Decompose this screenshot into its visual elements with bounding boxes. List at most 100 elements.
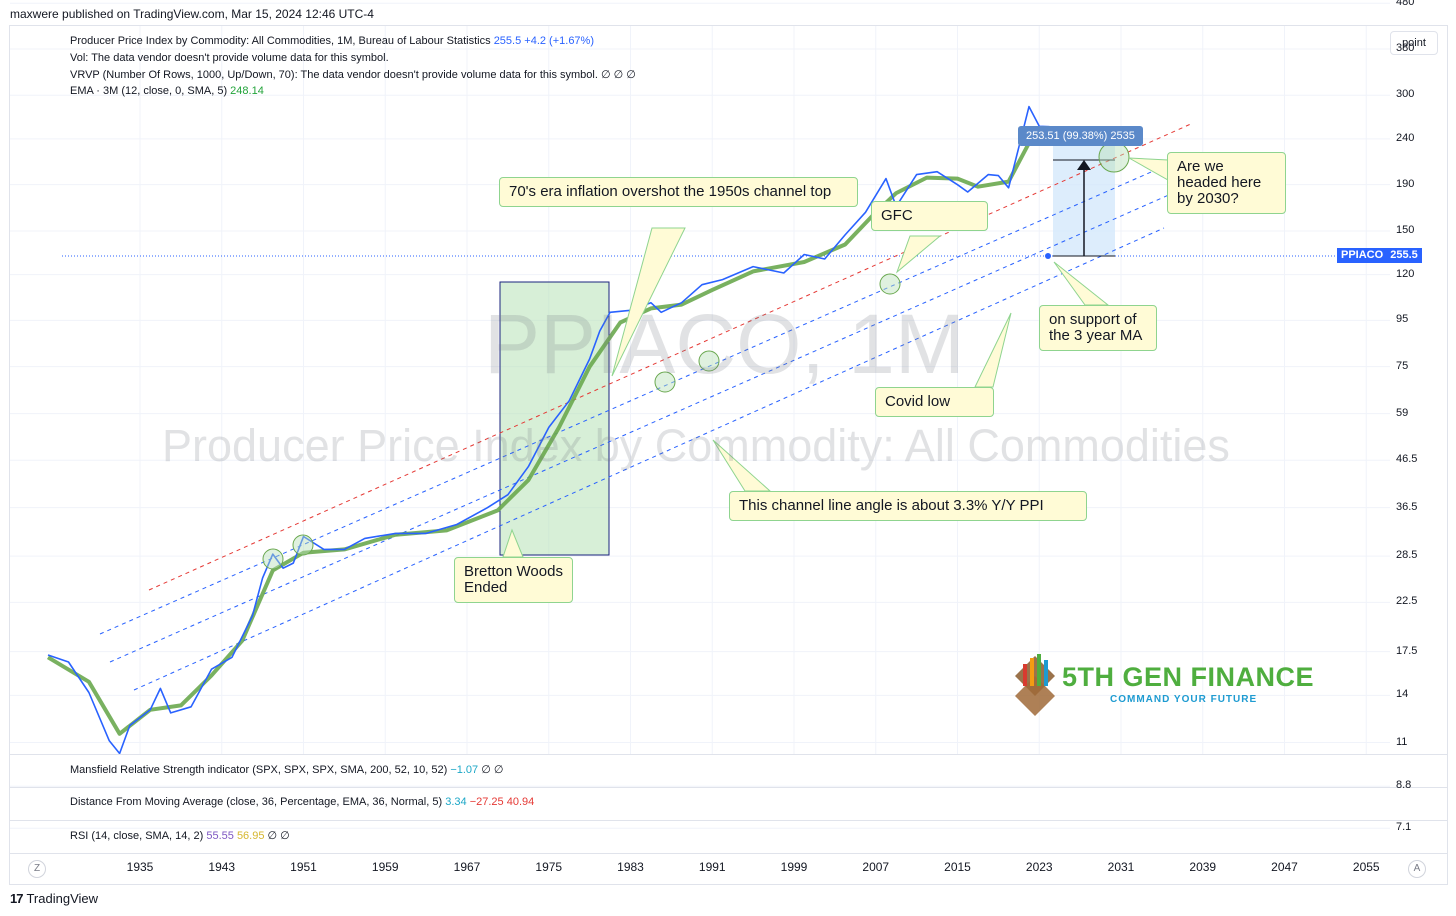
dfma-name: Distance From Moving Average (close, 36,… (70, 796, 443, 808)
callout-pointer-headed (1128, 157, 1169, 181)
marker-target (1098, 141, 1130, 173)
legend-main-name: Producer Price Index by Commodity: All C… (70, 35, 491, 47)
y-tick-label: 22.5 (1396, 595, 1418, 608)
y-tick-label: 11 (1396, 735, 1408, 748)
x-tick-label: 2031 (1107, 860, 1135, 874)
x-tick-label: 1959 (371, 860, 399, 874)
tradingview-mark: 17 (10, 891, 24, 906)
marker-gfc (879, 273, 901, 295)
x-tick-label: 2023 (1025, 860, 1053, 874)
y-tick-label: 240 (1396, 131, 1415, 144)
brand-emblem (1015, 654, 1055, 716)
price-tag-value: 255.5 (1390, 249, 1418, 261)
y-tick-label: 95 (1396, 313, 1409, 326)
y-tick-label: 300 (1396, 88, 1415, 101)
marker-current (1045, 253, 1051, 259)
marker-1985 (654, 371, 676, 393)
callout-channel: This channel line angle is about 3.3% Y/… (729, 491, 1087, 521)
y-tick-label: 36.5 (1396, 500, 1418, 513)
mansfield-name: Mansfield Relative Strength indicator (S… (70, 764, 448, 776)
mansfield-extra: ∅ ∅ (481, 764, 504, 776)
pane-separator (10, 787, 1447, 788)
channel-upper-blue (99, 157, 1184, 635)
x-tick-label: 2055 (1352, 860, 1380, 874)
y-tick-label: 380 (1396, 41, 1415, 54)
legend-vrvp-name: VRVP (Number Of Rows, 1000, Up/Down, 70)… (70, 69, 598, 81)
legend-main[interactable]: Producer Price Index by Commodity: All C… (70, 35, 594, 47)
x-tick-label: 1935 (126, 860, 154, 874)
legend-ema-value: 248.14 (230, 85, 264, 97)
y-tick-label: 7.1 (1396, 821, 1412, 834)
x-tick-label: 1999 (780, 860, 808, 874)
x-tick-label: 1991 (698, 860, 726, 874)
tradingview-wordmark: TradingView (26, 891, 99, 906)
y-tick-label: 75 (1396, 359, 1409, 372)
auto-scale-button[interactable]: A (1408, 860, 1426, 878)
pane-separator (10, 820, 1447, 821)
legend-rsi[interactable]: RSI (14, close, SMA, 14, 2) 55.55 56.95 … (70, 829, 290, 842)
dfma-value-1: 3.34 (445, 796, 467, 808)
legend-main-change: +4.2 (+1.67%) (524, 35, 594, 47)
callout-overshoot: 70's era inflation overshot the 1950s ch… (499, 177, 858, 207)
dfma-value-3: 40.94 (506, 796, 535, 808)
y-tick-label: 480 (1396, 0, 1415, 9)
marker-1990 (698, 350, 720, 372)
rsi-extra: ∅ ∅ (267, 830, 290, 842)
y-tick-label: 46.5 (1396, 453, 1418, 466)
pane-separator (10, 754, 1447, 755)
y-tick-label: 17.5 (1396, 644, 1418, 657)
measure-label: 253.51 (99.38%) 2535 (1018, 126, 1143, 146)
mansfield-value: −1.07 (450, 764, 479, 776)
rsi-value-1: 55.55 (206, 830, 234, 842)
legend-vol[interactable]: Vol: The data vendor doesn't provide vol… (70, 52, 389, 64)
watermark-symbol: PPIACO, 1M (484, 297, 965, 391)
legend-vrvp-values: ∅ ∅ ∅ (600, 69, 636, 81)
measure-arrowhead (1077, 160, 1091, 170)
zoom-button[interactable]: Z (28, 860, 46, 878)
y-tick-label: 8.8 (1396, 779, 1412, 792)
pane-separator (10, 853, 1447, 854)
y-tick-label: 14 (1396, 688, 1409, 701)
price-line (47, 105, 1050, 755)
x-tick-label: 1975 (535, 860, 563, 874)
scale-mode-button[interactable]: point (1390, 31, 1438, 55)
marker-1951 (292, 534, 314, 556)
publisher-line: maxwere published on TradingView.com, Ma… (10, 7, 374, 21)
ema-line (46, 130, 1051, 736)
callout-pointer-overshoot (611, 227, 686, 377)
x-tick-label: 1967 (453, 860, 481, 874)
rsi-name: RSI (14, close, SMA, 14, 2) (70, 830, 204, 842)
legend-vrvp[interactable]: VRVP (Number Of Rows, 1000, Up/Down, 70)… (70, 68, 636, 81)
channel-upper-red (148, 122, 1194, 591)
x-tick-label: 1943 (208, 860, 236, 874)
callout-pointer-gfc (895, 235, 942, 274)
y-tick-label: 59 (1396, 406, 1409, 419)
callout-pointer-covid (974, 312, 1012, 388)
callout-gfc: GFC (871, 201, 988, 231)
callout-covid: Covid low (875, 387, 994, 417)
legend-ema[interactable]: EMA · 3M (12, close, 0, SMA, 5) 248.14 (70, 85, 264, 97)
tradingview-logo[interactable]: 17 TradingView (10, 891, 98, 906)
watermark-name: Producer Price Index by Commodity: All C… (162, 420, 1230, 471)
channel-middle-blue (109, 189, 1181, 663)
x-tick-label: 1983 (617, 860, 644, 874)
x-tick-label: 1951 (290, 860, 317, 874)
dfma-value-2: −27.25 (469, 796, 504, 808)
callout-pointer-support (1053, 261, 1110, 306)
current-price-tag: PPIACO 255.5 (1337, 248, 1422, 263)
y-tick-label: 120 (1396, 267, 1415, 280)
marker-1948 (262, 548, 284, 570)
brand-name: 5TH GEN FINANCE (1062, 662, 1315, 692)
legend-mansfield[interactable]: Mansfield Relative Strength indicator (S… (70, 763, 503, 776)
price-tag-symbol: PPIACO (1341, 249, 1384, 261)
callout-bretton: Bretton Woods Ended (454, 557, 573, 603)
chart-frame (9, 25, 1448, 885)
y-tick-label: 150 (1396, 223, 1415, 236)
y-tick-label: 190 (1396, 177, 1415, 190)
brand-tagline: COMMAND YOUR FUTURE (1110, 694, 1258, 705)
legend-dfma[interactable]: Distance From Moving Average (close, 36,… (70, 796, 534, 808)
x-tick-label: 2007 (862, 860, 890, 874)
legend-main-value: 255.5 (493, 35, 522, 47)
x-tick-label: 2047 (1271, 860, 1298, 874)
callout-support: on support of the 3 year MA (1039, 305, 1157, 351)
